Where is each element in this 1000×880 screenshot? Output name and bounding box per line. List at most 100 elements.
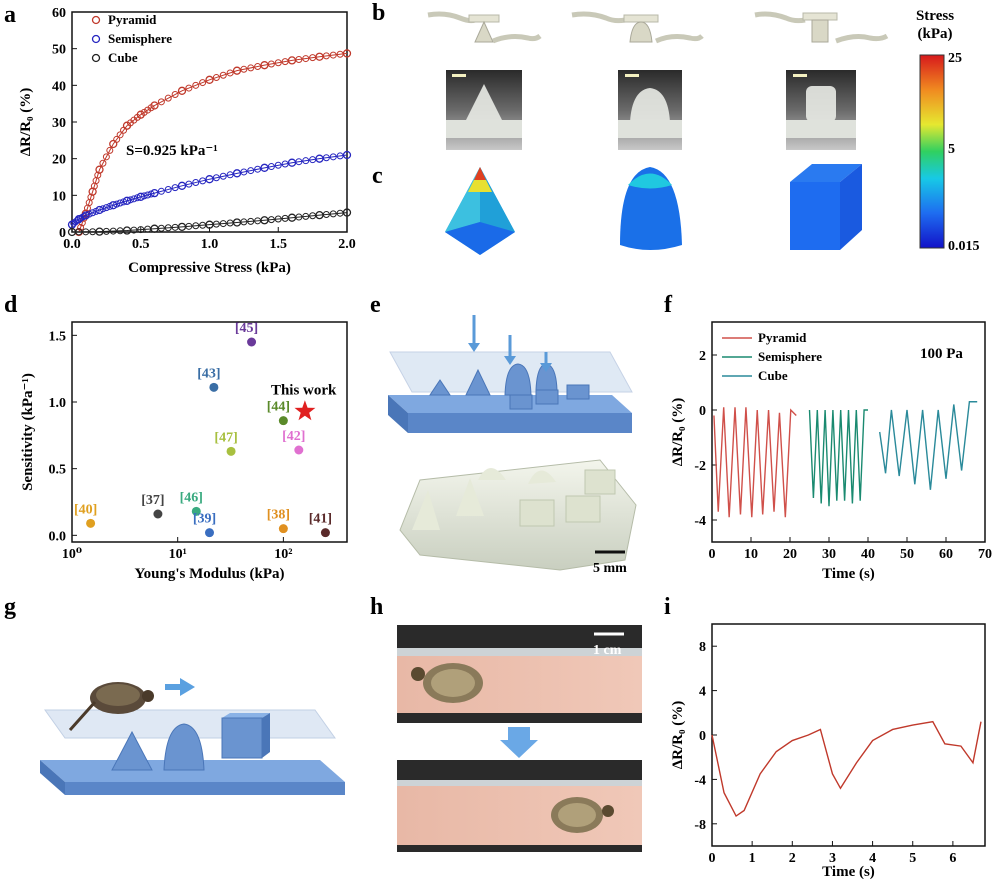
y-axis-label: ΔR/R₀ (%): [670, 398, 686, 466]
data-point-pyramid: [205, 75, 214, 84]
data-point-semisphere: [136, 192, 145, 201]
semisphere-photo: [618, 70, 682, 150]
y-tick-label: 8: [699, 640, 706, 655]
legend-marker-semisphere: [91, 34, 101, 44]
data-point-pyramid: [99, 159, 107, 167]
turtle-icon: [68, 682, 154, 731]
data-point-semisphere: [157, 187, 165, 195]
x-tick-label: 0: [709, 547, 716, 562]
data-point-pyramid: [192, 81, 200, 89]
x-axis-label: Compressive Stress (kPa): [128, 260, 291, 276]
data-point-semisphere: [92, 207, 100, 215]
data-point-semisphere: [120, 198, 128, 206]
panel-h-scale-label: 1 cm: [593, 643, 622, 658]
y-tick-label: 60: [52, 6, 66, 21]
data-point-semisphere: [130, 195, 138, 203]
data-point-semisphere: [205, 175, 214, 184]
semisphere-stress-icon: [620, 167, 682, 250]
plot-frame: [711, 623, 986, 847]
data-point-pyramid: [254, 63, 262, 71]
data-point-semisphere: [212, 174, 220, 182]
series-line: [711, 720, 982, 818]
data-point-pyramid: [140, 108, 148, 116]
cube-model-icon: [754, 11, 889, 44]
series-line-pyramid: [713, 407, 797, 518]
data-point-semisphere: [106, 202, 114, 210]
panel-h-photos: 1 cm: [397, 625, 642, 852]
data-point-pyramid: [281, 58, 289, 66]
panel-label-a: a: [4, 2, 16, 28]
data-point-semisphere: [150, 188, 159, 198]
data-point-pyramid: [199, 79, 207, 87]
data-point: [294, 445, 304, 455]
panel-a-chart: 0.0 0.5 1.0 1.5 2.0 0 10 20 30 40 50 60 Compressive …: [18, 6, 356, 276]
cube-photo: [786, 70, 856, 150]
y-tick-label: 50: [52, 43, 66, 58]
data-point: [205, 528, 214, 538]
x-tick-label: 2: [789, 851, 796, 866]
data-label: [39]: [193, 512, 216, 527]
data-point-semisphere: [171, 184, 179, 192]
colorbar-tick-max: 25: [948, 51, 962, 66]
legend-label-pyramid: Pyramid: [108, 12, 157, 27]
x-tick-label: 5: [909, 851, 916, 866]
panel-f-chart: 0 10 20 30 40 50 60 70 -4 -2 0 2 Time (s) ΔR/R₀ (%) Py…: [670, 321, 992, 582]
y-tick-label: 0: [699, 729, 706, 744]
y-tick-label: 0.0: [49, 529, 67, 544]
series-line-pyramid: [78, 52, 348, 233]
colorbar-tick-min: 0.015: [948, 239, 980, 254]
legend-label-pyramid: Pyramid: [758, 330, 807, 345]
x-tick-label: 10¹: [169, 547, 187, 562]
panel-e-photo: 5 mm: [399, 459, 637, 576]
panel-label-g: g: [4, 594, 16, 620]
panel-a-annotation: S=0.925 kPa⁻¹: [126, 143, 218, 159]
data-point-pyramid: [120, 126, 128, 134]
panel-c-simulation: [445, 164, 862, 255]
data-point-pyramid: [177, 86, 187, 95]
y-tick-label: 4: [699, 685, 706, 700]
data-point-semisphere: [281, 160, 289, 168]
data-point-pyramid: [147, 104, 155, 112]
x-tick-label: 50: [900, 547, 914, 562]
data-point-pyramid: [88, 187, 97, 196]
x-axis-label: Time (s): [822, 864, 875, 880]
series-line-cube: [71, 212, 348, 233]
data-point-semisphere: [240, 168, 248, 176]
data-point-semisphere: [185, 180, 193, 188]
turtle-photo-1: [411, 663, 483, 703]
panel-label-b: b: [372, 0, 385, 26]
data-point: [153, 509, 163, 519]
x-tick-label: 0.5: [132, 237, 150, 252]
data-point: [278, 416, 288, 426]
pyramid-photo: [446, 70, 522, 150]
data-point: [209, 382, 219, 392]
data-point-semisphere: [226, 171, 234, 179]
data-point-pyramid: [240, 65, 248, 73]
data-point-this-work: [294, 400, 316, 421]
colorbar-tick-mid: 5: [948, 142, 955, 157]
data-point-pyramid: [219, 71, 227, 79]
data-label: [43]: [197, 366, 220, 381]
data-point-pyramid: [232, 66, 242, 75]
data-label: [45]: [235, 321, 258, 336]
x-tick-label: 1.0: [201, 237, 219, 252]
data-label: [38]: [267, 508, 290, 523]
panel-e-schematic: [388, 315, 633, 433]
semisphere-model-icon: [571, 11, 704, 44]
data-label: [37]: [141, 493, 164, 508]
data-point-semisphere: [102, 204, 110, 212]
x-tick-label: 60: [939, 547, 953, 562]
y-tick-label: 10: [52, 189, 66, 204]
y-tick-label: -2: [694, 459, 706, 474]
legend-marker-pyramid: [91, 15, 101, 25]
data-point-semisphere: [113, 200, 121, 208]
panel-label-i: i: [664, 594, 671, 620]
data-point-semisphere: [147, 190, 155, 198]
y-axis-label: Sensitivity (kPa⁻¹): [20, 373, 36, 491]
legend-label-semisphere: Semisphere: [758, 349, 822, 364]
panel-b-models: [427, 11, 889, 150]
data-point-semisphere: [122, 196, 132, 205]
data-point-pyramid: [77, 223, 85, 231]
data-point-pyramid: [94, 171, 102, 179]
